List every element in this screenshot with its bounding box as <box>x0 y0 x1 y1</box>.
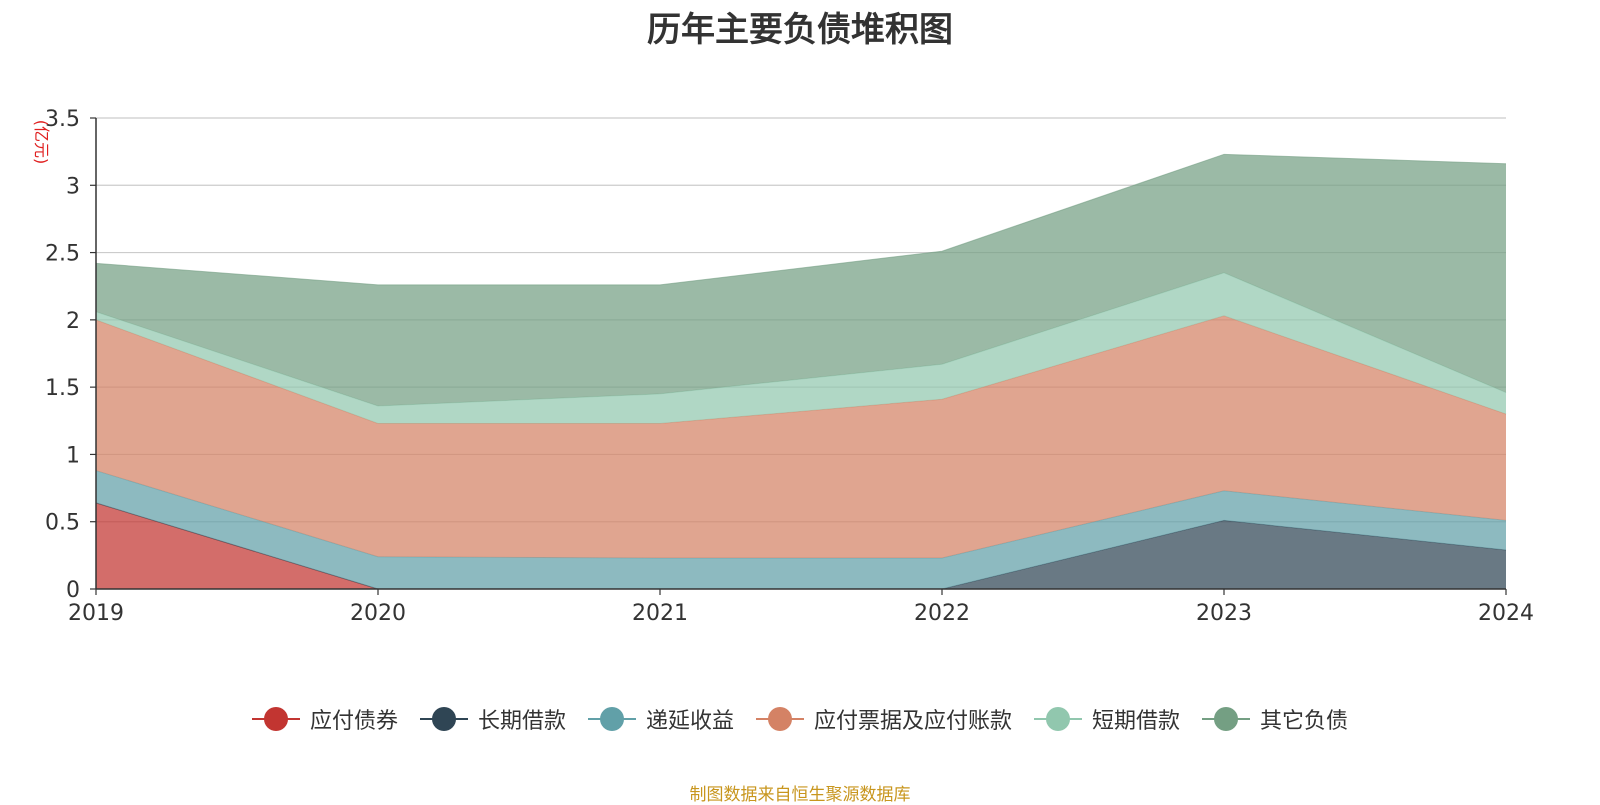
area-series <box>95 153 1507 590</box>
y-tick-label: 0 <box>66 578 80 603</box>
legend-swatch-dot <box>1046 707 1071 731</box>
y-tick-label: 3 <box>66 174 80 199</box>
x-tick-label: 2020 <box>350 601 406 626</box>
legend-item[interactable]: 长期借款 <box>419 703 566 735</box>
x-tick-label: 2019 <box>68 601 124 626</box>
axes <box>95 118 1506 590</box>
y-tick-label: 2 <box>66 309 80 334</box>
legend-swatch-dot <box>599 707 624 731</box>
series-area <box>96 272 1506 424</box>
x-tick-label: 2022 <box>914 601 970 626</box>
stacked-area-chart: 0 0.5 1 1.5 2 2.5 3 3.5 2019 2020 2021 2022 2023 202… <box>32 107 1534 626</box>
series-line <box>95 470 1507 559</box>
chart-title: 历年主要负债堆积图 <box>647 10 953 50</box>
legend-label: 长期借款 <box>477 709 566 734</box>
legend-label: 短期借款 <box>1092 709 1181 734</box>
legend-item[interactable]: 递延收益 <box>587 703 734 735</box>
series-area <box>96 502 1506 589</box>
y-tick-label: 3.5 <box>45 107 80 132</box>
legend-swatch-dot <box>431 707 456 731</box>
legend-label: 递延收益 <box>645 709 734 734</box>
legend-swatch-icon <box>251 707 300 731</box>
legend-label: 应付票据及应付账款 <box>814 709 1013 734</box>
legend-item[interactable]: 短期借款 <box>1034 703 1180 735</box>
x-tick-label: 2024 <box>1478 601 1534 626</box>
legend-swatch-icon <box>587 707 636 731</box>
y-tick-labels: 0 0.5 1 1.5 2 2.5 3 3.5 <box>45 107 80 603</box>
y-axis-unit-label: (亿元) <box>32 120 51 165</box>
series-area <box>96 502 1506 589</box>
y-tick-label: 2.5 <box>45 242 80 267</box>
y-tick-label: 1.5 <box>45 376 80 401</box>
series-area <box>96 470 1506 589</box>
series-area <box>96 315 1506 559</box>
legend-swatch-dot <box>768 707 792 731</box>
legend-swatch-icon <box>419 707 468 731</box>
legend-swatch-icon <box>756 707 804 731</box>
series-line <box>95 153 1507 286</box>
x-tick-labels: 2019 2020 2021 2022 2023 2024 <box>68 589 1534 626</box>
legend: 应付债券 长期借款 递延收益 应付票据及应付账款 短期借款 其它负债 <box>0 703 1600 735</box>
x-tick-label: 2021 <box>632 601 688 626</box>
legend-item[interactable]: 应付票据及应付账款 <box>756 703 1012 735</box>
series-area <box>96 154 1506 406</box>
y-tick-label: 1 <box>66 443 80 468</box>
legend-swatch-dot <box>1214 707 1239 731</box>
y-tick-label: 0.5 <box>45 511 80 536</box>
legend-label: 其它负债 <box>1260 709 1349 734</box>
legend-swatch-dot <box>263 707 288 731</box>
x-tick-label: 2023 <box>1196 601 1252 626</box>
legend-swatch-icon <box>1202 707 1251 731</box>
legend-item[interactable]: 应付债券 <box>251 703 398 735</box>
legend-item[interactable]: 其它负债 <box>1202 703 1348 735</box>
legend-swatch-icon <box>1034 707 1083 731</box>
data-source-note: 制图数据来自恒生聚源数据库 <box>689 785 911 805</box>
legend-label: 应付债券 <box>309 709 398 734</box>
